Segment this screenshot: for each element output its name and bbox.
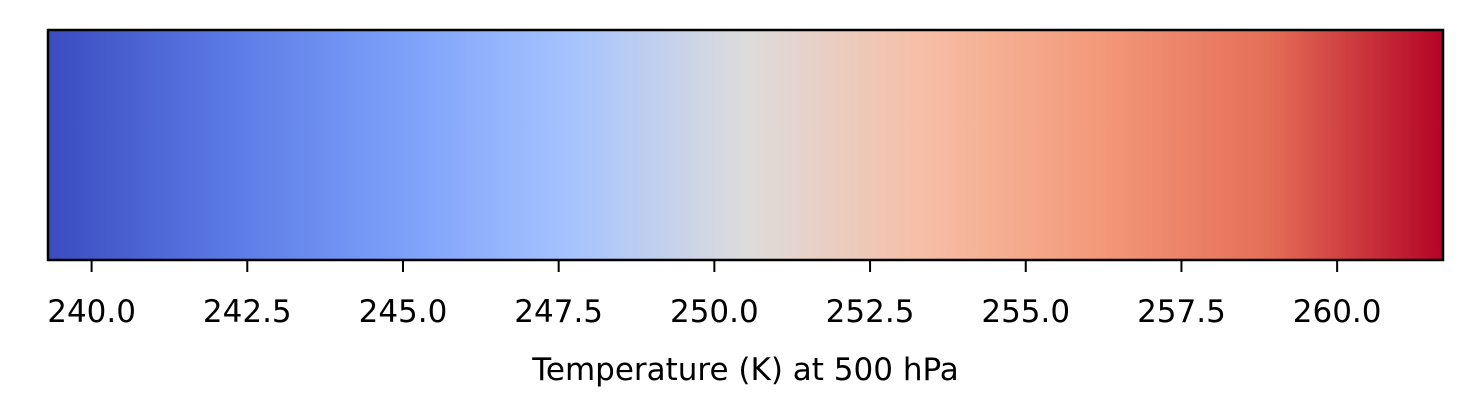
x-tick-label: 247.5 <box>514 294 603 330</box>
x-axis-ticks: 240.0 242.5 245.0 247.5 250.0 252.5 255.0 257.5… <box>47 260 1382 330</box>
x-tick-label: 242.5 <box>203 294 292 330</box>
x-axis-label: Temperature (K) at 500 hPa <box>531 352 959 388</box>
colorbar-frame <box>46 28 1445 262</box>
x-tick-label: 252.5 <box>826 294 915 330</box>
x-tick-label: 240.0 <box>47 294 136 330</box>
x-tick-label: 250.0 <box>670 294 759 330</box>
x-tick-label: 260.0 <box>1293 294 1382 330</box>
x-tick-label: 245.0 <box>359 294 448 330</box>
colorbar-gradient <box>48 30 1443 260</box>
x-tick-label: 255.0 <box>981 294 1070 330</box>
x-tick-label: 257.5 <box>1137 294 1226 330</box>
